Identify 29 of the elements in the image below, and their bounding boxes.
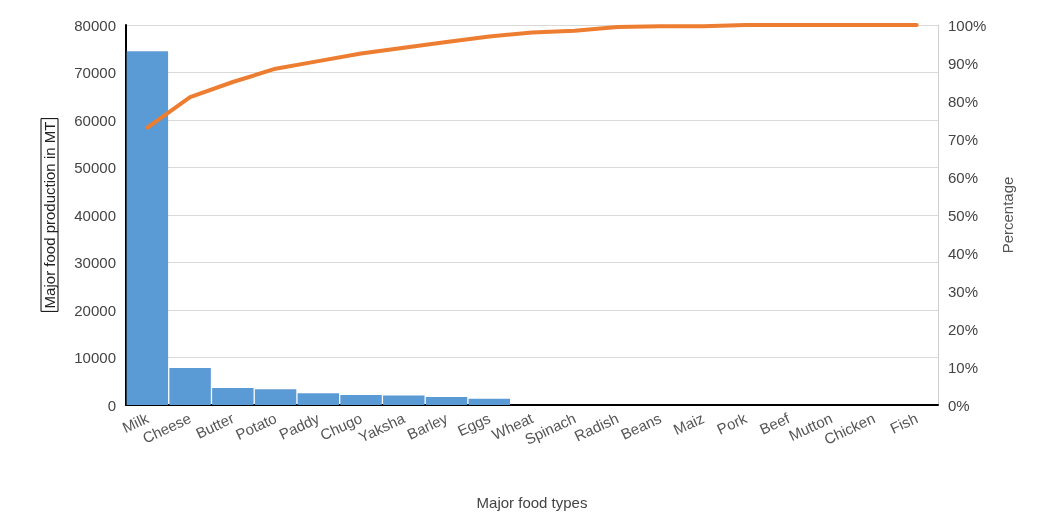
x-tick-label: Maiz [670, 409, 707, 439]
y2-tick-label: 60% [948, 168, 979, 186]
x-tick-label: Fish [887, 409, 921, 437]
y2-tick-label: 70% [948, 130, 979, 148]
x-tick-label: Pork [714, 409, 750, 438]
y-tick-label: 50000 [74, 159, 116, 176]
y-tick-label: 70000 [74, 64, 116, 81]
y-tick-label: 60000 [74, 111, 116, 129]
x-axis-title: Major food types [476, 494, 588, 511]
y2-tick-label: 100% [948, 16, 987, 34]
y-tick-label: 80000 [74, 16, 116, 34]
y-tick-label: 20000 [74, 301, 116, 319]
y-tick-label: 0 [107, 396, 116, 414]
y-tick-label: 10000 [74, 349, 116, 366]
line-series [145, 23, 919, 130]
y2-tick-label: 20% [948, 320, 979, 338]
y2-axis-title: Percentage [999, 176, 1016, 254]
x-tick-label: Beans [618, 409, 664, 443]
y-tick-label: 40000 [74, 206, 116, 224]
y2-tick-label: 90% [948, 54, 979, 72]
y2-tick-label: 40% [948, 244, 979, 262]
y-axis-title: Major food production in MT [41, 121, 58, 309]
y2-tick-label: 30% [948, 282, 979, 300]
y2-tick-label: 10% [948, 358, 979, 376]
y-tick-label: 30000 [74, 254, 116, 271]
bar [468, 398, 510, 405]
y2-tick-label: 80% [948, 92, 979, 110]
y2-tick-label: 50% [948, 206, 979, 224]
y2-tick-label: 0% [948, 396, 970, 414]
